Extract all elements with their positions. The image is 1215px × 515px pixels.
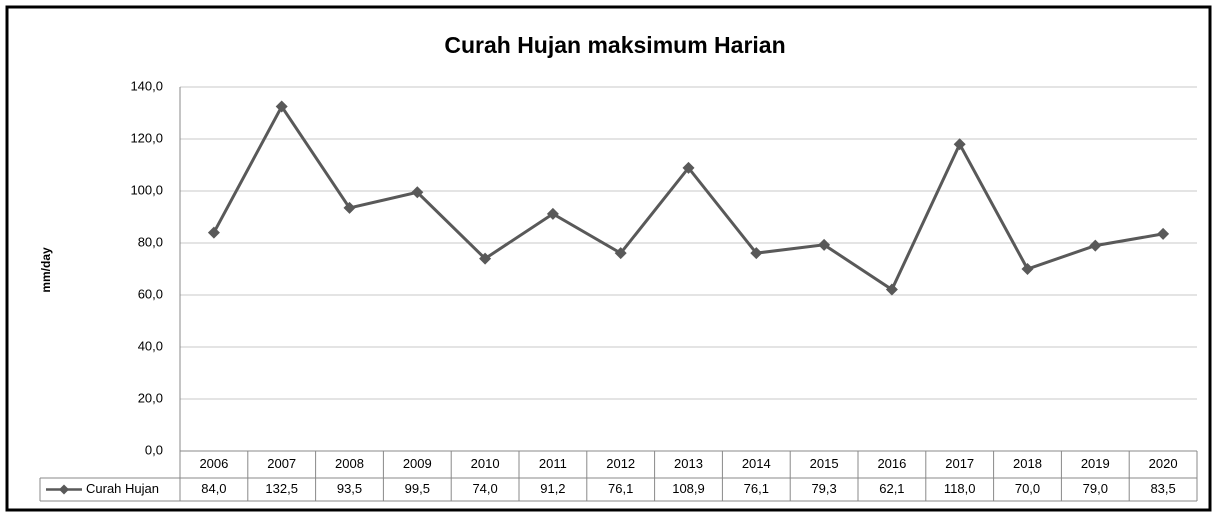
marker [953,138,966,151]
table-value: 118,0 [944,481,976,496]
table-value: 79,0 [1083,481,1108,496]
y-axis-label: mm/day [39,247,53,293]
table-value: 62,1 [879,481,904,496]
x-tick-label: 2019 [1081,456,1110,471]
table-value: 79,3 [811,481,836,496]
x-tick-label: 2018 [1013,456,1042,471]
y-tick-label: 120,0 [130,130,163,145]
x-tick-label: 2011 [539,456,567,471]
marker [1021,263,1034,275]
legend-marker [59,484,69,495]
y-tick-label: 100,0 [130,182,163,197]
y-tick-label: 60,0 [138,286,163,301]
x-tick-label: 2014 [742,456,771,471]
marker [479,252,492,265]
marker [411,186,424,199]
x-tick-label: 2015 [810,456,839,471]
y-tick-label: 0,0 [145,442,163,457]
table-value: 76,1 [744,481,769,496]
marker [885,283,898,296]
x-tick-label: 2009 [403,456,432,471]
marker [614,247,627,260]
table-value: 99,5 [405,481,430,496]
x-tick-label: 2010 [471,456,500,471]
table-value: 74,0 [472,481,497,496]
x-tick-label: 2006 [199,456,228,471]
chart-title: Curah Hujan maksimum Harian [444,32,785,58]
table-value: 70,0 [1015,481,1040,496]
chart-frame [5,5,1212,512]
y-tick-label: 80,0 [138,234,163,249]
table-value: 83,5 [1150,481,1175,496]
x-tick-label: 2007 [267,456,296,471]
y-tick-label: 20,0 [138,390,163,405]
marker [275,100,288,113]
x-tick-label: 2013 [674,456,703,471]
y-tick-label: 40,0 [138,338,163,353]
legend-label: Curah Hujan [86,481,159,496]
marker [1089,239,1102,252]
table-value: 108,9 [672,481,705,496]
marker [682,161,695,174]
marker [818,238,831,251]
x-tick-label: 2017 [945,456,974,471]
table-value: 91,2 [540,481,565,496]
x-tick-label: 2016 [877,456,906,471]
table-value: 84,0 [201,481,226,496]
marker [546,207,559,220]
marker [750,247,763,260]
table-value: 132,5 [265,481,298,496]
table-value: 76,1 [608,481,633,496]
marker [207,226,220,239]
y-tick-label: 140,0 [130,78,163,93]
table-value: 93,5 [337,481,362,496]
x-tick-label: 2020 [1149,456,1178,471]
marker [343,201,356,214]
x-tick-label: 2012 [606,456,635,471]
marker [1157,227,1170,240]
x-tick-label: 2008 [335,456,364,471]
